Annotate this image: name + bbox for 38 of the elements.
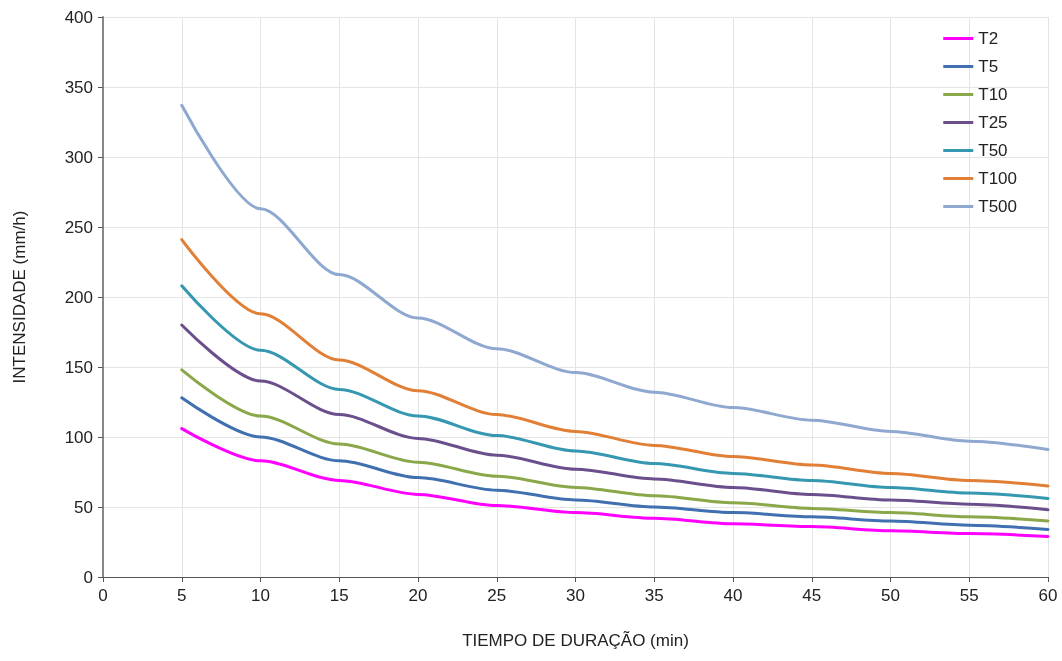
line-series (180, 427, 1050, 538)
line-series (180, 238, 1050, 488)
legend-label: T100 (978, 169, 1017, 188)
y-tick-label: 300 (64, 147, 93, 167)
legend-label: T500 (978, 197, 1017, 216)
line-series (180, 396, 1050, 531)
y-tick-label: 250 (64, 217, 93, 237)
y-tick-label: 0 (83, 567, 93, 587)
legend-label: T50 (978, 141, 1008, 160)
x-tick-label: 50 (881, 586, 900, 605)
line-series (180, 323, 1050, 512)
legend-label: T10 (978, 85, 1008, 104)
x-tick-label: 45 (802, 586, 822, 605)
legend-label: T5 (978, 57, 999, 76)
x-tick-label: 10 (251, 586, 270, 605)
x-tick-label: 0 (98, 586, 108, 605)
x-tick-label: 35 (644, 586, 664, 605)
y-axis-title: INTENSIDADE (mm/h) (10, 210, 29, 384)
line-series (180, 284, 1050, 501)
x-tick-label: 60 (1038, 586, 1058, 605)
y-tick-label: 400 (64, 7, 93, 27)
line-series (180, 368, 1050, 523)
y-tick-label: 100 (64, 427, 93, 447)
x-tick-label: 20 (408, 586, 428, 605)
legend-label: T2 (978, 29, 999, 48)
x-tick-label: 40 (723, 586, 743, 605)
x-tick-label: 25 (487, 586, 507, 605)
legend-label: T25 (978, 113, 1008, 132)
y-tick-label: 350 (64, 77, 93, 97)
x-tick-label: 15 (329, 586, 349, 605)
x-axis-title: TIEMPO DE DURAÇÃO (min) (462, 631, 689, 650)
y-tick-label: 200 (64, 287, 93, 307)
x-tick-label: 55 (959, 586, 979, 605)
x-tick-label: 30 (566, 586, 585, 605)
line-series (180, 103, 1050, 452)
x-tick-label: 5 (177, 586, 187, 605)
y-tick-label: 50 (74, 497, 93, 517)
y-tick-label: 150 (64, 357, 93, 377)
